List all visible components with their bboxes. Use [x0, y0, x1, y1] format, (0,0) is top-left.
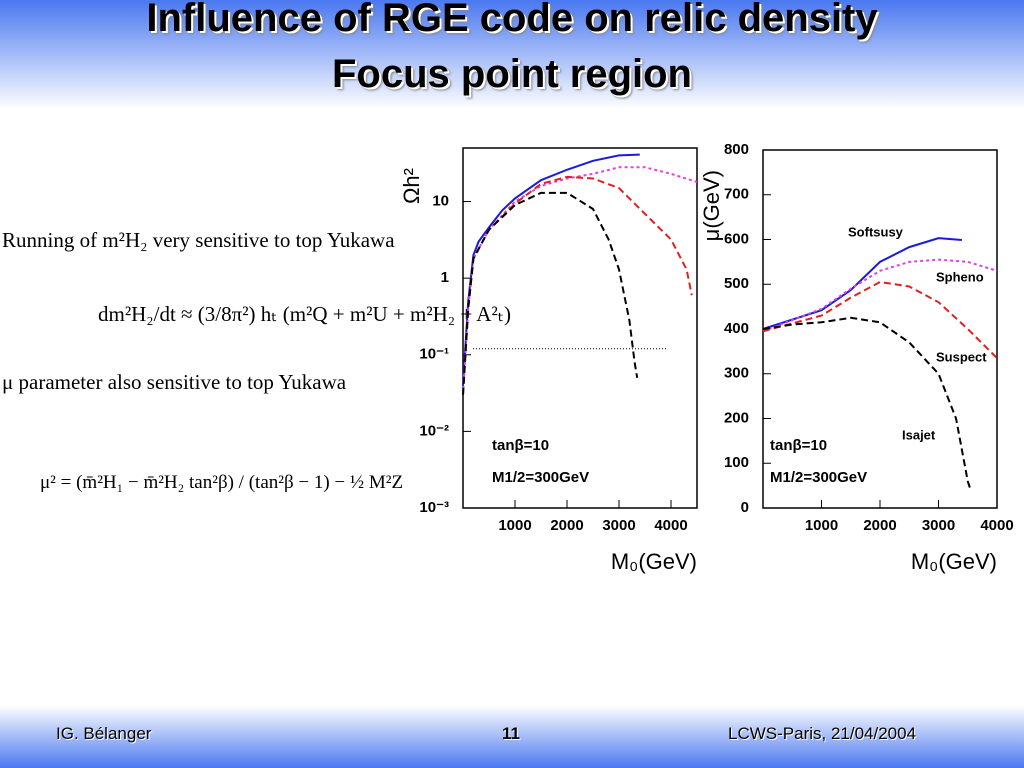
- y-tick-label: 200: [724, 409, 749, 426]
- y-tick-label: 10⁻²: [419, 422, 449, 439]
- footer-page: 11: [502, 724, 520, 743]
- y-axis-label: Ωh²: [399, 168, 424, 204]
- footer-event: LCWS-Paris, 21/04/2004: [728, 724, 917, 743]
- y-tick-label: 100: [724, 454, 749, 471]
- annotation: M1/2=300GeV: [492, 469, 589, 486]
- formula: μ² = (m̄²H₁ − m̄²H₂ tan²β) / (tan²β − 1)…: [40, 472, 404, 493]
- series-line: [462, 153, 640, 386]
- subtitle: Focus point region: [332, 52, 692, 96]
- footer-bar: [0, 705, 1024, 768]
- text-line: Running of m²H₂ very sensitive to top Yu…: [2, 228, 395, 252]
- series-label: Isajet: [902, 427, 936, 442]
- x-axis-label: M₀(GeV): [611, 549, 697, 574]
- annotation: tanβ=10: [770, 437, 827, 454]
- y-tick-label: 800: [724, 141, 749, 158]
- plot-frame: [462, 147, 698, 509]
- x-tick-label: 1000: [498, 517, 531, 534]
- y-tick-label: 600: [724, 230, 749, 247]
- y-tick-label: 1: [441, 269, 449, 286]
- annotation: M1/2=300GeV: [770, 469, 867, 486]
- x-tick-label: 4000: [980, 517, 1013, 534]
- formula: dm²H₂/dt ≈ (3/8π²) hₜ (m²Q + m²U + m²H₂ …: [98, 302, 511, 326]
- x-tick-label: 4000: [654, 517, 687, 534]
- series-label: Suspect: [936, 349, 987, 364]
- series-line: [762, 237, 962, 330]
- y-axis-label: μ(GeV): [699, 170, 724, 241]
- series-line: [762, 316, 972, 491]
- annotation: tanβ=10: [492, 437, 549, 454]
- x-tick-label: 3000: [602, 517, 635, 534]
- x-tick-label: 3000: [922, 517, 955, 534]
- y-tick-label: 500: [724, 275, 749, 292]
- x-tick-label: 2000: [550, 517, 583, 534]
- series-line: [462, 191, 639, 395]
- y-tick-label: 400: [724, 320, 749, 337]
- x-axis-label: M₀(GeV): [911, 549, 997, 574]
- title: Influence of RGE code on relic density: [146, 0, 878, 40]
- series-line: [462, 166, 698, 395]
- x-tick-label: 2000: [863, 517, 896, 534]
- series-line: [762, 280, 998, 359]
- y-tick-label: 700: [724, 186, 749, 203]
- y-tick-label: 300: [724, 365, 749, 382]
- x-tick-label: 1000: [805, 517, 838, 534]
- series-label: Spheno: [936, 269, 984, 284]
- footer-author: IG. Bélanger: [56, 724, 152, 743]
- series-line: [462, 175, 693, 395]
- series-label: Softsusy: [848, 224, 904, 239]
- text-line: μ parameter also sensitive to top Yukawa: [2, 370, 347, 394]
- y-tick-label: 10⁻³: [419, 499, 449, 516]
- y-tick-label: 0: [741, 499, 749, 516]
- series-line: [762, 258, 998, 333]
- y-tick-label: 10: [432, 193, 449, 210]
- y-tick-label: 10⁻¹: [419, 346, 449, 363]
